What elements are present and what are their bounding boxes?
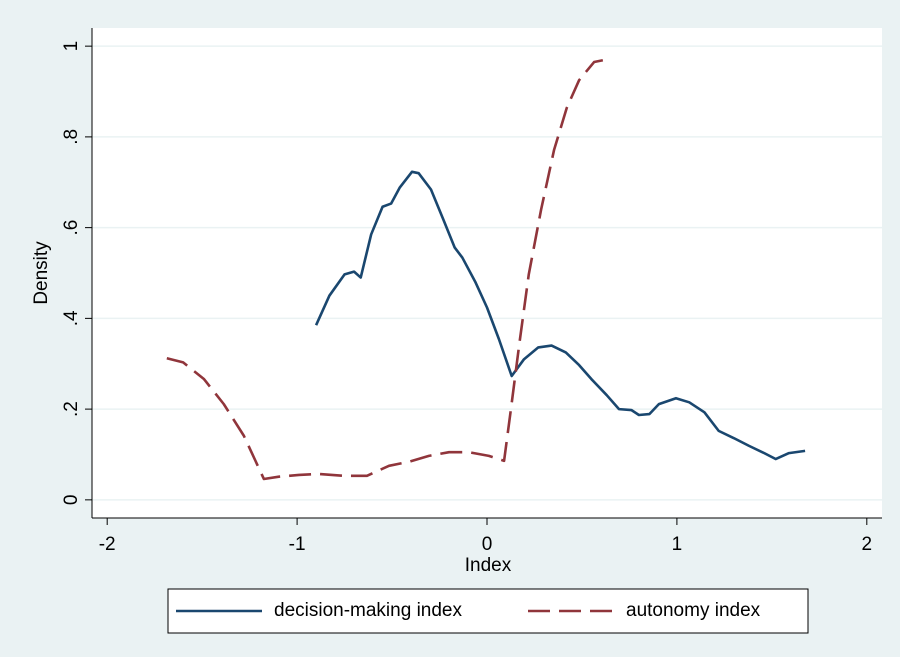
legend: decision-making index autonomy index [167, 588, 809, 634]
legend-box [167, 588, 809, 634]
line-series [166, 58, 604, 481]
x-tick-label: -2 [99, 534, 116, 555]
x-tick-label: 0 [482, 534, 493, 555]
plot-area [92, 28, 882, 518]
y-tick-label: .2 [61, 401, 82, 417]
x-tick-label: 1 [672, 534, 683, 555]
y-tick-label: .8 [61, 129, 82, 145]
y-axis-title: Density [31, 241, 52, 305]
y-tick-label: .4 [61, 310, 82, 326]
x-tick-label: 2 [862, 534, 873, 555]
legend-label: decision-making index [274, 600, 462, 621]
line-series [314, 170, 806, 461]
y-tick-label: 0 [61, 495, 82, 506]
legend-label: autonomy index [626, 600, 761, 621]
x-axis-title: Index [465, 555, 512, 576]
x-tick-label: -1 [289, 534, 306, 555]
y-tick-label: .6 [61, 220, 82, 236]
y-tick-label: 1 [61, 41, 82, 52]
